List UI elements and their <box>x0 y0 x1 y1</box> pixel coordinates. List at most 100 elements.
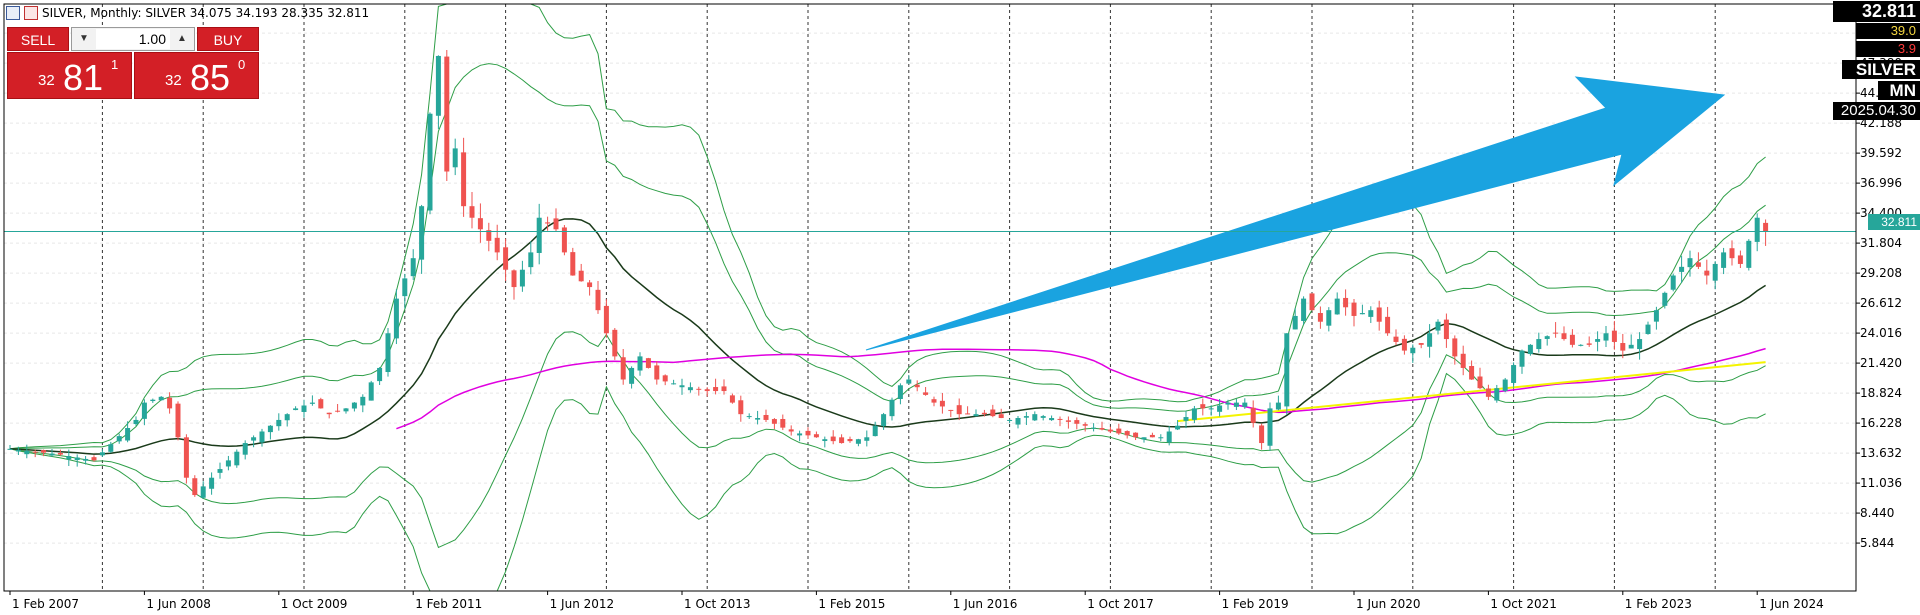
buy-price[interactable]: 32 85 0 <box>134 52 259 99</box>
sell-button[interactable]: SELL <box>7 27 69 51</box>
x-tick-label: 1 Oct 2021 <box>1490 597 1557 611</box>
candle-body <box>1485 388 1491 397</box>
candle-body <box>931 399 937 403</box>
candle-body <box>595 289 601 311</box>
info-value-2: 3.9 <box>1856 41 1920 57</box>
candle-body <box>1754 217 1760 242</box>
candle-body <box>603 305 609 334</box>
candle-body <box>587 282 593 288</box>
candle-body <box>1208 408 1214 410</box>
candle-body <box>519 269 525 287</box>
x-tick-label: 1 Feb 2015 <box>818 597 885 611</box>
candle-body <box>368 382 374 401</box>
x-tick-label: 1 Oct 2013 <box>684 597 751 611</box>
candle-body <box>167 397 173 409</box>
candle-body <box>570 252 576 276</box>
arrow-annotation <box>865 76 1726 351</box>
candle-body <box>116 436 122 442</box>
candle-body <box>259 431 265 443</box>
candle-body <box>1032 414 1038 421</box>
candle-body <box>309 402 315 404</box>
candle-body <box>1544 336 1550 339</box>
candle-body <box>1343 297 1349 308</box>
candle-body <box>377 367 383 382</box>
candle-body <box>1494 388 1500 401</box>
candle-body <box>948 409 954 411</box>
symbol-icon[interactable] <box>24 6 38 20</box>
candle-body <box>1065 420 1071 422</box>
candle-body <box>1091 427 1097 429</box>
candle-body <box>74 457 80 460</box>
candle-body <box>755 418 761 420</box>
candle-body <box>788 429 794 432</box>
candle-body <box>1183 417 1189 421</box>
candle-body <box>671 383 677 385</box>
candle-body <box>469 206 475 218</box>
y-tick-label: 16.228 <box>1860 416 1902 430</box>
candle-body <box>511 270 517 288</box>
sell-price-point: 1 <box>111 57 119 72</box>
lot-increase-icon[interactable]: ▲ <box>177 33 187 44</box>
candle-body <box>1611 330 1617 342</box>
candle-body <box>561 227 567 253</box>
candle-body <box>1435 321 1441 331</box>
candle-body <box>805 430 811 436</box>
candle-body <box>1284 333 1290 407</box>
candle-body <box>435 55 441 116</box>
candle-body <box>1107 429 1113 432</box>
candle-body <box>351 402 357 409</box>
y-tick-label: 11.036 <box>1860 476 1902 490</box>
candle-body <box>1628 344 1634 349</box>
candle-body <box>1511 365 1517 383</box>
bb-outer-lower <box>9 372 1766 592</box>
sell-price-prefix: 32 <box>38 72 55 89</box>
candle-body <box>1259 425 1265 444</box>
candle-body <box>1074 420 1080 424</box>
lot-decrease-icon[interactable]: ▼ <box>79 33 89 44</box>
candle-body <box>528 252 534 268</box>
candle-body <box>1527 344 1533 354</box>
candle-body <box>1603 333 1609 341</box>
candle-body <box>1225 402 1231 405</box>
last-price-tag: 32.811 <box>1833 1 1920 22</box>
candle-body <box>99 452 105 456</box>
candle-body <box>1737 255 1743 264</box>
timeframe-tag: MN <box>1878 81 1920 100</box>
candle-body <box>923 392 929 395</box>
x-tick-label: 1 Oct 2009 <box>281 597 348 611</box>
candle-body <box>1452 338 1458 357</box>
candle-body <box>108 444 114 452</box>
candle-body <box>209 477 215 489</box>
candle-body <box>645 358 651 368</box>
candle-body <box>1746 240 1752 268</box>
buy-button[interactable]: BUY <box>197 27 259 51</box>
candle-body <box>293 408 299 411</box>
candle-body <box>7 448 13 450</box>
buy-price-prefix: 32 <box>165 72 182 89</box>
lot-size-input[interactable]: 1.00 <box>96 29 170 49</box>
candle-body <box>57 453 63 455</box>
candle-body <box>1586 343 1592 345</box>
x-tick-label: 1 Jun 2012 <box>550 597 615 611</box>
lot-size-field[interactable]: ▼ 1.00 ▲ <box>71 27 195 51</box>
candle-body <box>444 56 450 172</box>
candle-body <box>393 298 399 339</box>
symbol-tag: SILVER <box>1842 60 1920 79</box>
candle-body <box>1477 376 1483 389</box>
candle-body <box>66 456 72 460</box>
chart-menu-icon[interactable] <box>6 6 20 20</box>
candle-body <box>872 425 878 437</box>
candle-body <box>1729 248 1735 259</box>
x-tick-label: 1 Oct 2017 <box>1087 597 1154 611</box>
candle-body <box>251 437 257 441</box>
candle-body <box>612 329 618 357</box>
candle-body <box>141 402 147 419</box>
sell-price[interactable]: 32 81 1 <box>7 52 132 99</box>
candle-body <box>746 416 752 418</box>
candle-body <box>1763 222 1769 232</box>
candle-body <box>200 486 206 498</box>
candle-body <box>704 389 710 392</box>
candle-body <box>1427 333 1433 347</box>
candle-body <box>1015 418 1021 425</box>
